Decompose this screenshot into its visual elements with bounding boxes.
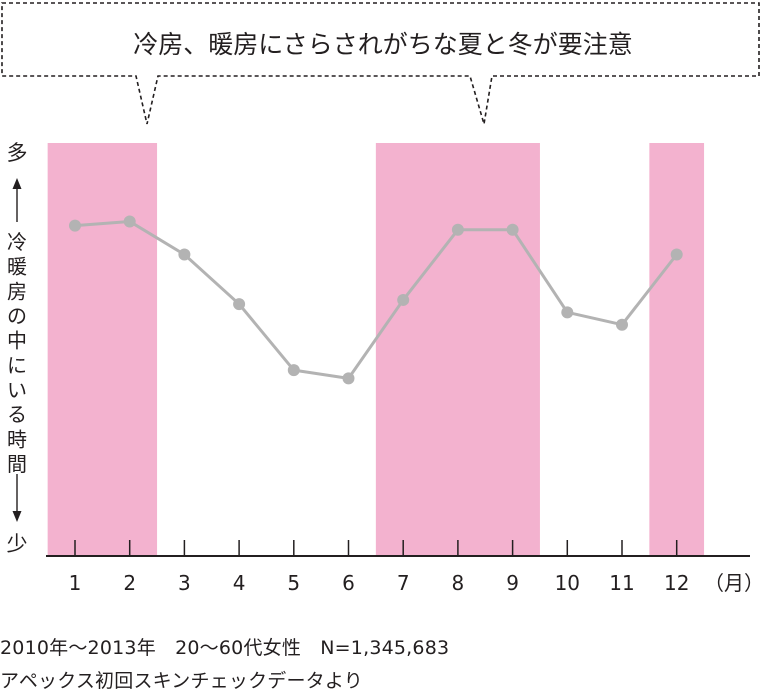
y-axis-label-char: 暖 [7,255,27,279]
x-tick-label: 6 [342,571,355,595]
x-tick-label: 2 [123,571,136,595]
data-source-credit: アペックス初回スキンチェックデータより [0,670,363,692]
chart-title: 冷房、暖房にさらされがちな夏と冬が要注意 [133,30,633,59]
data-point-month-4 [233,298,246,311]
x-axis-unit: （月） [704,571,764,595]
x-tick-label: 7 [397,571,410,595]
y-axis-label-char: 冷 [7,230,27,254]
data-point-month-10 [561,306,574,319]
x-tick-label: 9 [506,571,519,595]
data-point-month-1 [69,219,81,232]
x-tick-label: 8 [452,571,465,595]
x-tick-label: 10 [555,571,580,595]
data-point-month-5 [287,364,300,377]
highlight-bands [47,143,705,556]
data-point-month-3 [178,248,191,261]
data-point-month-7 [397,293,410,306]
y-axis-label-char: 中 [7,329,27,353]
y-axis-label-char: の [7,304,27,328]
y-axis-label-char: い [7,378,27,402]
callout-bubble [1,2,760,125]
y-axis-label-char: 時 [7,427,27,451]
y-axis-label-char: に [7,353,27,377]
data-point-month-6 [342,372,355,385]
y-top-label: 多 [7,141,28,165]
highlight-band-2 [375,143,540,556]
highlight-band-1 [47,143,158,556]
data-point-month-8 [451,223,464,236]
x-tick-label: 3 [178,571,191,595]
y-axis-label-char: 間 [7,452,27,476]
data-point-month-11 [616,318,628,331]
data-point-month-2 [123,215,136,228]
y-axis-label-char: 房 [7,279,27,303]
x-axis: 1 2 3 4 5 6 7 8 9 10 11 12 （月） [46,540,764,595]
y-arrow-down-head [12,511,22,522]
x-tick-label: 12 [664,571,689,595]
series-line [69,215,683,385]
x-tick-label: 1 [69,571,82,595]
data-source-note: 2010年～2013年 20～60代女性 N=1,345,683 [0,637,450,659]
y-bottom-label: 少 [7,532,28,556]
x-tick-label: 4 [233,571,246,595]
y-axis-label-char: る [7,403,27,427]
series-line-path [74,219,678,380]
title-callout: 冷房、暖房にさらされがちな夏と冬が要注意 [1,2,760,125]
data-point-month-12 [670,248,683,261]
x-tick-label: 5 [287,571,300,595]
data-point-month-9 [506,223,519,236]
y-arrow-up-head [12,178,22,189]
x-tick-label: 11 [609,571,634,595]
highlight-band-3 [649,143,705,556]
